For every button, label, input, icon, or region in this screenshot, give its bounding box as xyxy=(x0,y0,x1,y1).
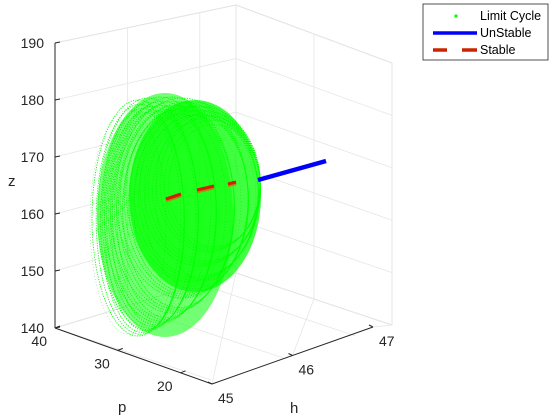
gridline-z xyxy=(54,58,393,116)
limit-cycle-orbit xyxy=(115,97,249,299)
limit-cycle-orbit xyxy=(144,114,242,290)
z-tick-label: 150 xyxy=(21,263,45,279)
z-axis-label: z xyxy=(8,173,16,190)
stable-dash xyxy=(196,184,215,192)
limit-cycle-series xyxy=(89,93,262,337)
limit-cycle-fill xyxy=(129,100,261,292)
limit-cycle-orbit xyxy=(123,105,249,295)
limit-cycle-orbit xyxy=(122,112,212,308)
p-tick-label: 20 xyxy=(157,378,173,394)
z-tick-label: 140 xyxy=(21,320,45,336)
limit-cycle-orbit xyxy=(116,109,218,319)
h-tick-label: 46 xyxy=(299,362,315,378)
limit-cycle-orbit xyxy=(138,114,260,278)
limit-cycle-orbit xyxy=(122,109,236,309)
h-tick-mark xyxy=(288,353,293,356)
limit-cycle-orbit xyxy=(159,115,261,251)
legend-marker-limit-cycle xyxy=(454,14,458,18)
p-tick-mark xyxy=(180,370,186,374)
p-axis-line xyxy=(54,327,213,385)
limit-cycle-orbit xyxy=(133,113,227,299)
h-tick-mark xyxy=(368,324,374,328)
limit-cycle-orbit xyxy=(99,107,185,333)
z-tick-label: 170 xyxy=(21,149,45,165)
legend-label-stable: Stable xyxy=(480,43,515,57)
z-tick-label: 160 xyxy=(21,206,45,222)
legend-label-unstable: UnStable xyxy=(480,26,531,40)
h-ticks: 45 46 47 xyxy=(207,324,395,406)
limit-cycle-orbit xyxy=(117,104,235,310)
z-tick-mark xyxy=(54,269,61,272)
gridline-h xyxy=(211,5,237,385)
limit-cycle-orbit xyxy=(101,101,199,329)
z-tick-label: 180 xyxy=(21,92,45,108)
legend-label-limit-cycle: Limit Cycle xyxy=(480,9,541,23)
limit-cycle-orbit xyxy=(100,110,182,326)
limit-cycle-orbit xyxy=(155,115,257,281)
stable-dash xyxy=(227,180,237,186)
gridline-z xyxy=(54,4,393,64)
z-tick-label: 190 xyxy=(21,35,45,51)
p-tick-label: 40 xyxy=(31,333,47,349)
limit-cycle-orbit xyxy=(113,100,235,312)
z-tick-mark xyxy=(54,41,61,44)
limit-cycle-orbit xyxy=(111,104,217,320)
h-tick-label: 47 xyxy=(379,333,395,349)
limit-cycle-orbit xyxy=(129,105,259,281)
h-tick-mark xyxy=(207,381,213,385)
gridline-h xyxy=(292,34,315,356)
p-tick-mark xyxy=(54,325,61,329)
equilibrium-lines xyxy=(165,158,327,203)
legend: Limit Cycle UnStable Stable xyxy=(422,3,549,61)
z-tick-mark xyxy=(54,98,61,101)
h-axis-label: h xyxy=(290,400,298,417)
limit-cycle-orbit xyxy=(111,111,197,317)
limit-cycle-orbit xyxy=(109,96,235,314)
limit-cycle-orbit xyxy=(104,112,186,332)
unstable-line xyxy=(257,158,327,183)
stable-dash xyxy=(165,192,182,201)
limit-cycle-orbit xyxy=(110,110,200,326)
p-ticks: 20 30 40 xyxy=(31,325,186,394)
p-axis-label: p xyxy=(118,399,126,416)
p-tick-mark xyxy=(117,347,123,351)
limit-cycle-orbit xyxy=(128,110,250,294)
z-tick-mark xyxy=(54,212,61,215)
z-tick-mark xyxy=(54,155,61,158)
limit-cycle-orbit xyxy=(89,109,167,335)
z-ticks: 140 150 160 170 180 190 xyxy=(21,35,61,336)
gridline-h xyxy=(372,63,393,328)
p-tick-label: 30 xyxy=(94,355,110,371)
h-tick-label: 45 xyxy=(218,390,234,406)
